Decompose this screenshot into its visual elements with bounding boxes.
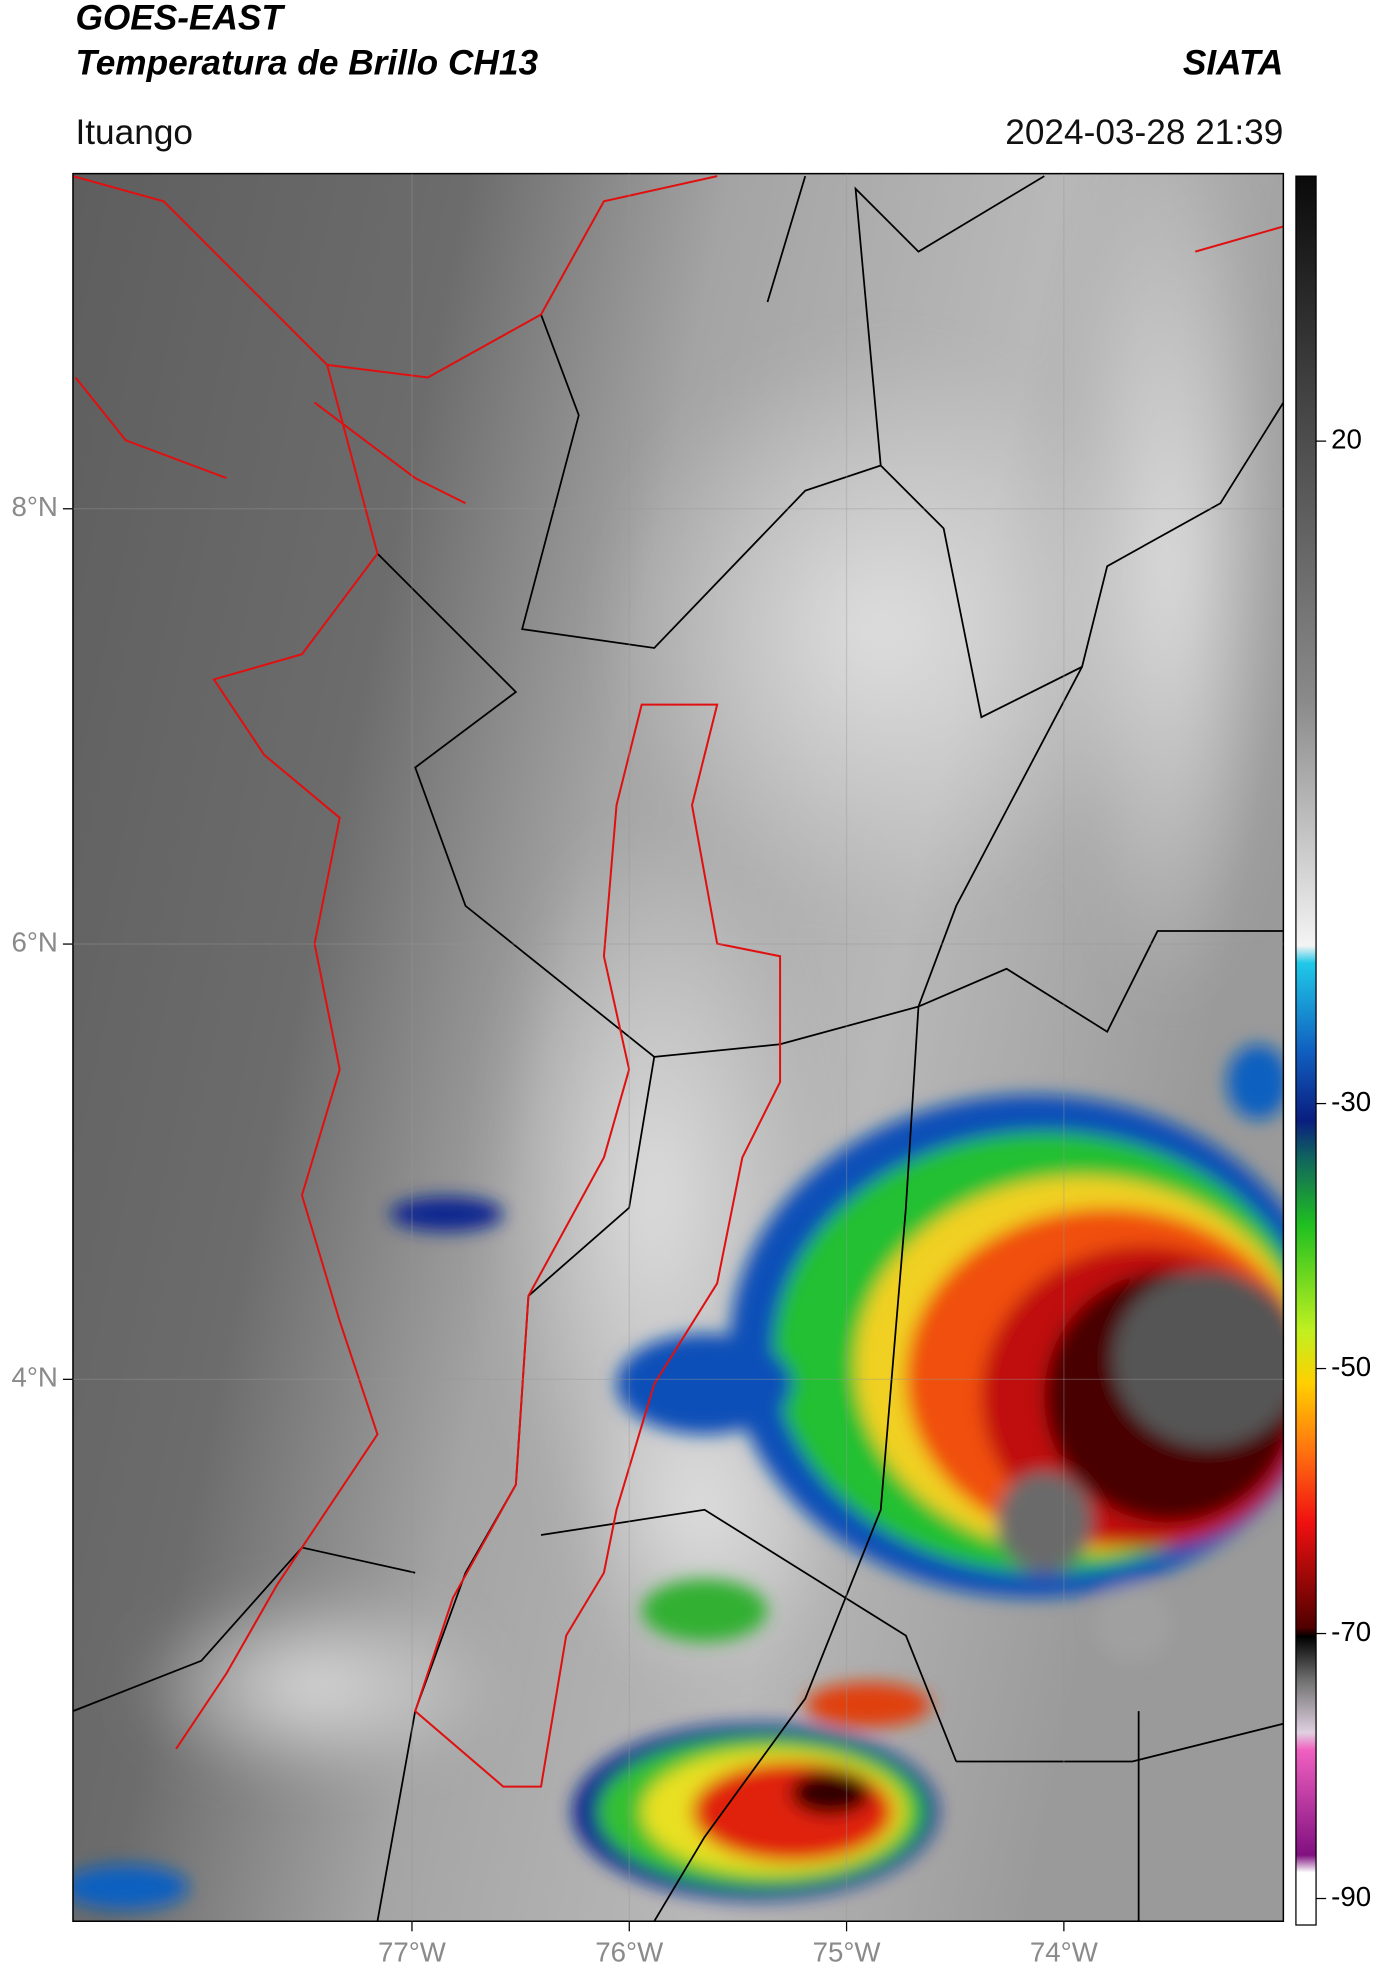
map-frame [72, 172, 1285, 1922]
x-tick-label: 77°W [378, 1936, 447, 1967]
colorbar-tick-label: -70 [1331, 1616, 1371, 1647]
x-tick-label: 75°W [813, 1936, 882, 1967]
colorbar-tick-label: -90 [1331, 1881, 1371, 1912]
colorbar-tick-label: -30 [1331, 1086, 1371, 1117]
x-tick-label: 76°W [595, 1936, 664, 1967]
source: SIATA [1183, 44, 1283, 83]
colorbar-tick-label: -50 [1331, 1351, 1371, 1382]
title: GOES-EAST [75, 0, 285, 37]
colorbar [1295, 175, 1317, 1926]
subtitle: Temperatura de Brillo CH13 [75, 44, 538, 83]
x-tick-label: 74°W [1030, 1936, 1099, 1967]
y-tick-label: 8°N [11, 491, 57, 522]
y-tick-label: 6°N [11, 926, 57, 957]
datetime: 2024-03-28 21:39 [1005, 113, 1283, 152]
satellite-image [72, 173, 1284, 1922]
region: Ituango [75, 113, 193, 152]
colorbar-tick-label: 20 [1331, 423, 1362, 454]
y-tick-label: 4°N [11, 1362, 57, 1393]
